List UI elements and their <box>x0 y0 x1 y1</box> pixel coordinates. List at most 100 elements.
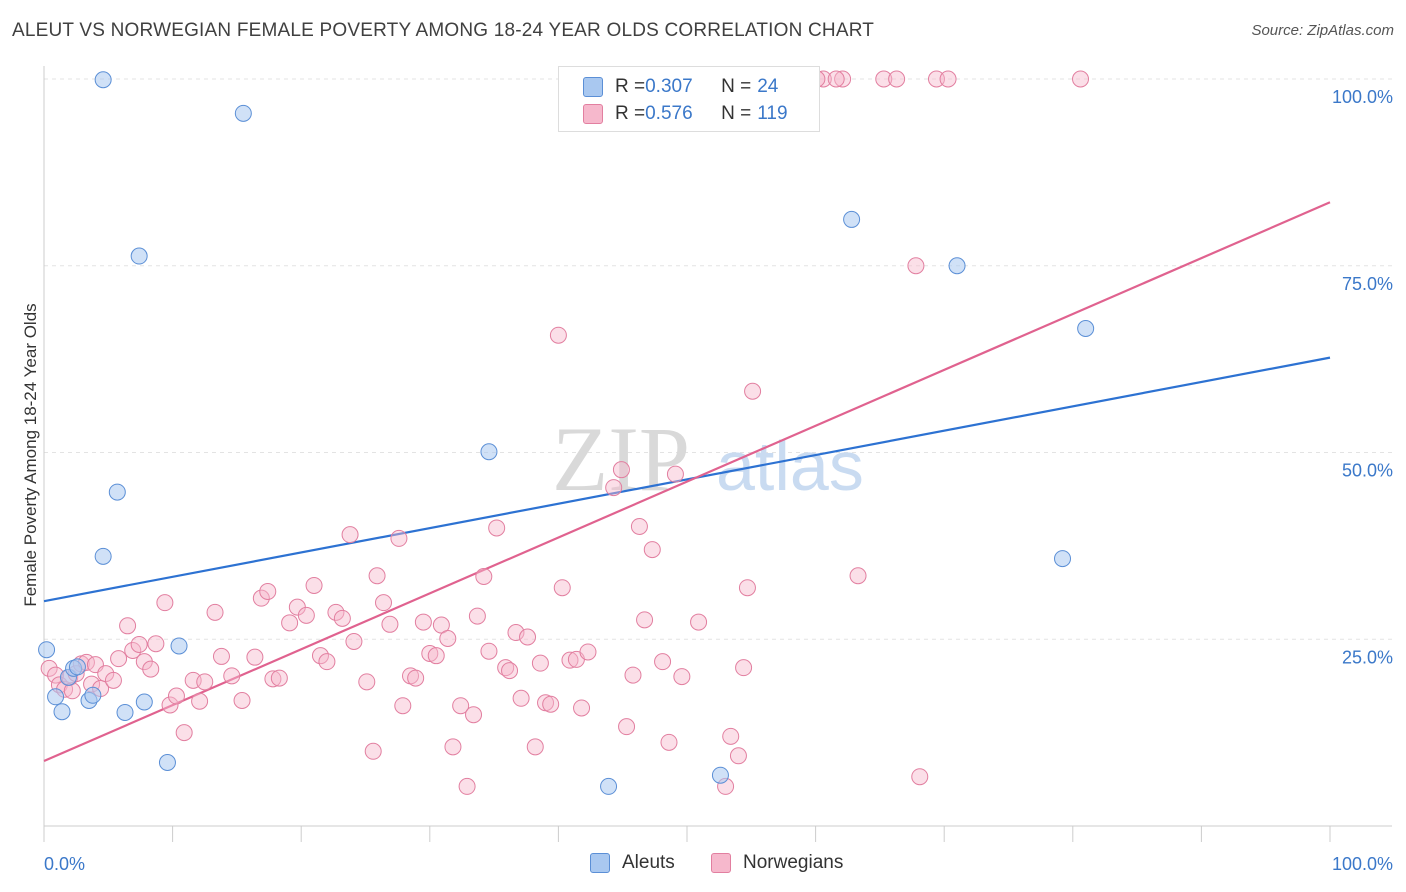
norwegian-point <box>407 669 425 687</box>
norwegian-point <box>414 613 432 631</box>
norwegian-point <box>939 70 957 88</box>
norwegian-point <box>849 567 867 585</box>
watermark: ZIP atlas <box>552 408 864 510</box>
aleut-point <box>843 210 861 228</box>
aleut-point <box>68 658 86 676</box>
norwegian-point <box>722 727 740 745</box>
n-value: 24 <box>757 76 779 97</box>
norwegian-point <box>907 257 925 275</box>
aleut-point <box>38 641 56 659</box>
norwegian-point <box>381 615 399 633</box>
norwegian-point <box>553 579 571 597</box>
trendline-norwegians <box>43 201 1331 763</box>
r-value: 0.576 <box>645 103 693 124</box>
norwegian-point <box>281 614 299 632</box>
aleut-point <box>480 443 498 461</box>
norwegian-point <box>147 635 165 653</box>
norwegian-point <box>421 644 439 662</box>
norwegian-point <box>341 526 359 544</box>
norwegian-point <box>223 667 241 685</box>
norwegian-point <box>911 768 929 786</box>
aleut-point <box>234 104 252 122</box>
aleut-point <box>158 754 176 772</box>
norwegian-point <box>452 697 470 715</box>
aleut-point <box>94 71 112 89</box>
norwegian-point <box>542 695 560 713</box>
stats-legend: R = 0.307 N = 24 R = 0.576 N = 119 <box>558 66 820 132</box>
norwegian-point <box>318 653 336 671</box>
norwegian-point <box>654 653 672 671</box>
norwegian-point <box>264 670 282 688</box>
norwegian-point <box>1072 70 1090 88</box>
norwegian-point <box>345 632 363 650</box>
legend-row-norwegians: R = 0.576 N = 119 <box>583 103 788 125</box>
norwegian-point <box>305 576 323 594</box>
norwegian-point <box>110 650 128 668</box>
norwegian-point <box>458 777 476 795</box>
aleut-point <box>170 637 188 655</box>
norwegians-legend-swatch <box>711 853 731 873</box>
norwegian-point <box>624 666 642 684</box>
axes <box>43 66 1392 842</box>
norwegian-point <box>690 613 708 631</box>
norwegian-point <box>875 70 893 88</box>
r-label: R = <box>615 76 646 97</box>
norwegian-point <box>394 697 412 715</box>
norwegian-point <box>605 479 623 497</box>
norwegian-point <box>252 589 270 607</box>
norwegian-point <box>297 606 315 624</box>
norwegian-point <box>259 582 277 600</box>
norwegian-point <box>729 747 747 765</box>
x-tick-label-max: 100.0% <box>1332 854 1393 874</box>
r-label: R = <box>615 103 646 124</box>
legend-item-norwegians: Norwegians <box>711 852 843 874</box>
norwegian-point <box>888 70 906 88</box>
trend-lines <box>43 201 1331 763</box>
aleut-point <box>47 688 65 706</box>
aleut-point <box>84 686 102 704</box>
norwegian-point <box>368 567 386 585</box>
aleut-point <box>1054 550 1072 568</box>
aleuts-swatch <box>583 77 603 97</box>
norwegian-point <box>834 70 852 88</box>
norwegian-point <box>233 692 251 710</box>
tick-labels: 25.0% 50.0% 75.0% 100.0% 0.0% 100.0% <box>44 87 1393 874</box>
norwegian-point <box>660 733 678 751</box>
norwegian-point <box>827 70 845 88</box>
norwegian-point <box>246 648 264 666</box>
data-points <box>38 70 1095 795</box>
norwegian-point <box>375 594 393 612</box>
norwegian-point <box>364 742 382 760</box>
norwegian-point <box>465 706 483 724</box>
norwegian-point <box>206 603 224 621</box>
y-tick-label: 50.0% <box>1342 461 1393 481</box>
norwegian-point <box>488 519 506 537</box>
y-tick-label: 25.0% <box>1342 647 1393 667</box>
aleut-point <box>108 483 126 501</box>
norwegian-point <box>666 465 684 483</box>
norwegian-point <box>130 635 148 653</box>
norwegian-point <box>579 643 597 661</box>
norwegian-point <box>270 669 288 687</box>
aleut-point <box>53 703 71 721</box>
norwegian-point <box>927 70 945 88</box>
aleuts-legend-swatch <box>590 853 610 873</box>
legend-item-aleuts: Aleuts <box>590 852 675 874</box>
aleut-point <box>116 703 134 721</box>
norwegians-swatch <box>583 104 603 124</box>
aleut-point <box>94 547 112 565</box>
norwegian-point <box>468 607 486 625</box>
aleut-point <box>135 693 153 711</box>
aleut-point <box>948 257 966 275</box>
norwegian-point <box>501 662 519 680</box>
norwegian-point <box>444 738 462 756</box>
norwegian-point <box>191 692 209 710</box>
norwegian-point <box>390 529 408 547</box>
norwegian-point <box>519 628 537 646</box>
norwegian-point <box>439 630 457 648</box>
norwegian-point <box>673 668 691 686</box>
norwegian-point <box>512 689 530 707</box>
norwegian-point <box>643 541 661 559</box>
norwegian-point <box>549 326 567 344</box>
